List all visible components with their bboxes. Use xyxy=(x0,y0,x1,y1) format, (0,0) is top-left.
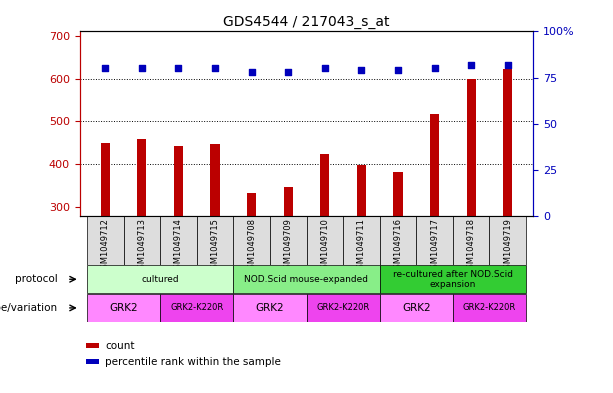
Bar xyxy=(430,114,439,336)
Text: GSM1049717: GSM1049717 xyxy=(430,218,439,274)
Point xyxy=(357,67,367,73)
Point xyxy=(466,61,476,68)
Bar xyxy=(343,216,379,265)
Bar xyxy=(234,266,379,293)
Point xyxy=(393,67,403,73)
Bar xyxy=(489,216,526,265)
Bar xyxy=(416,216,453,265)
Text: GSM1049719: GSM1049719 xyxy=(503,218,512,274)
Point xyxy=(173,65,183,72)
Bar xyxy=(320,154,329,336)
Text: GSM1049711: GSM1049711 xyxy=(357,218,366,274)
Bar xyxy=(466,79,476,336)
Point xyxy=(210,65,220,72)
Bar xyxy=(210,144,219,336)
Bar xyxy=(503,69,512,336)
Bar xyxy=(197,216,234,265)
Text: GRK2-K220R: GRK2-K220R xyxy=(463,303,516,312)
Point xyxy=(430,65,440,72)
Text: cultured: cultured xyxy=(142,275,179,284)
Text: GSM1049710: GSM1049710 xyxy=(320,218,329,274)
Text: genotype/variation: genotype/variation xyxy=(0,303,58,313)
Bar xyxy=(379,216,416,265)
Point xyxy=(246,69,256,75)
Text: GSM1049708: GSM1049708 xyxy=(247,218,256,274)
Text: GSM1049718: GSM1049718 xyxy=(466,218,476,274)
Point xyxy=(320,65,330,72)
Text: percentile rank within the sample: percentile rank within the sample xyxy=(105,356,281,367)
Bar xyxy=(394,172,403,336)
Text: protocol: protocol xyxy=(15,274,58,284)
Text: NOD.Scid mouse-expanded: NOD.Scid mouse-expanded xyxy=(245,275,368,284)
Bar xyxy=(379,294,453,322)
Bar xyxy=(160,294,234,322)
Point xyxy=(137,65,147,72)
Bar xyxy=(87,294,160,322)
Bar xyxy=(174,146,183,336)
Bar xyxy=(453,294,526,322)
Bar xyxy=(284,187,293,336)
Text: GRK2: GRK2 xyxy=(256,303,284,313)
Text: GSM1049713: GSM1049713 xyxy=(137,218,147,274)
Bar xyxy=(87,216,124,265)
Text: count: count xyxy=(105,341,135,351)
Text: re-cultured after NOD.Scid
expansion: re-cultured after NOD.Scid expansion xyxy=(393,270,513,289)
Text: GSM1049709: GSM1049709 xyxy=(284,218,293,274)
Bar xyxy=(453,216,489,265)
Bar xyxy=(124,216,160,265)
Bar xyxy=(234,294,306,322)
Bar xyxy=(306,294,379,322)
Text: GSM1049716: GSM1049716 xyxy=(394,218,403,274)
Title: GDS4544 / 217043_s_at: GDS4544 / 217043_s_at xyxy=(223,15,390,29)
Bar xyxy=(306,216,343,265)
Text: GRK2: GRK2 xyxy=(402,303,430,313)
Bar xyxy=(87,266,234,293)
Bar xyxy=(247,193,256,336)
Point xyxy=(283,69,293,75)
Point xyxy=(503,61,512,68)
Bar xyxy=(101,143,110,336)
Bar xyxy=(234,216,270,265)
Text: GRK2-K220R: GRK2-K220R xyxy=(170,303,223,312)
Bar xyxy=(379,266,526,293)
Text: GSM1049712: GSM1049712 xyxy=(101,218,110,274)
Bar xyxy=(270,216,306,265)
Text: GRK2: GRK2 xyxy=(109,303,138,313)
Text: GSM1049714: GSM1049714 xyxy=(174,218,183,274)
Bar xyxy=(160,216,197,265)
Bar xyxy=(137,140,147,336)
Point xyxy=(101,65,110,72)
Text: GSM1049715: GSM1049715 xyxy=(210,218,219,274)
Text: GRK2-K220R: GRK2-K220R xyxy=(316,303,370,312)
Bar xyxy=(357,165,366,336)
